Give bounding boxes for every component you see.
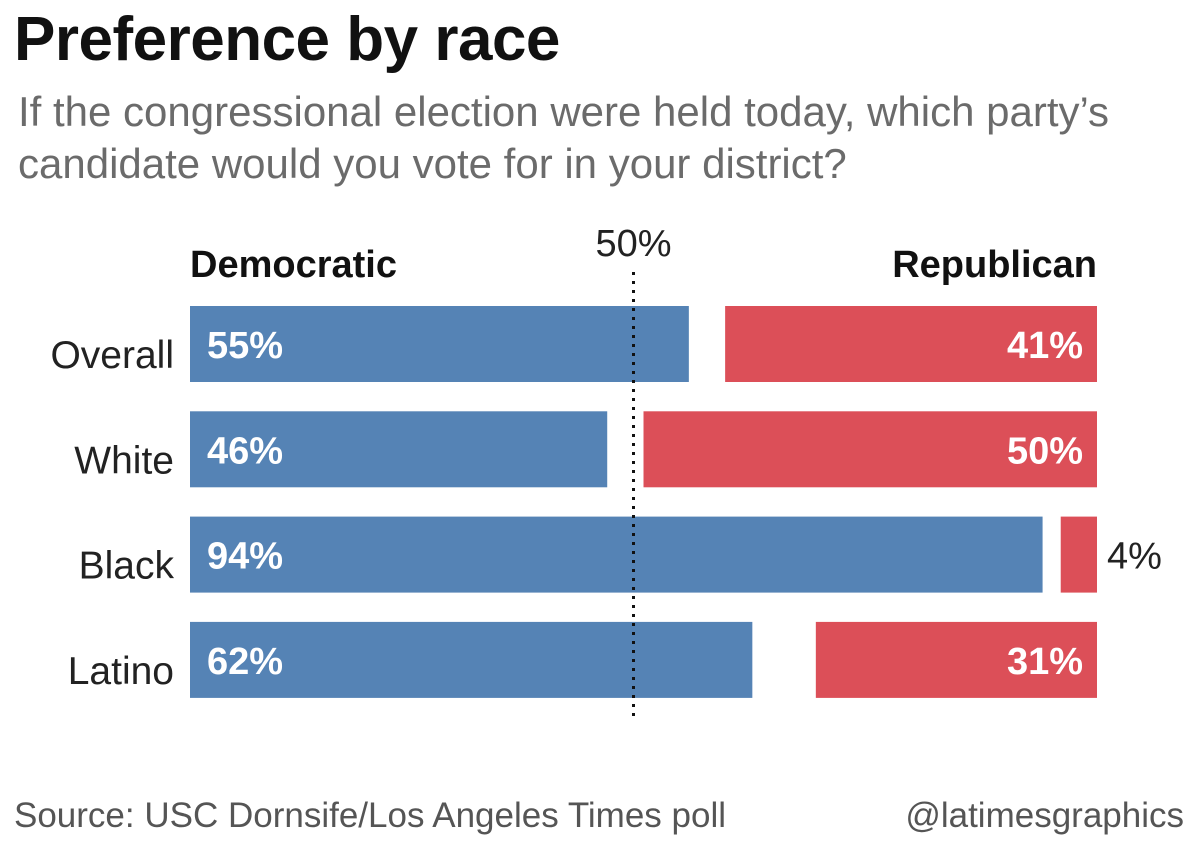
legend-republican: Republican — [892, 244, 1097, 286]
bar-democratic-black — [190, 516, 1043, 593]
value-label-republican-white: 50% — [1007, 430, 1083, 472]
value-label-democratic-black: 94% — [207, 536, 283, 578]
value-label-democratic-overall: 55% — [207, 325, 283, 367]
category-label-latino: Latino — [68, 650, 174, 693]
chart-title: Preference by race — [14, 5, 560, 74]
value-label-republican-black: 4% — [1107, 536, 1162, 578]
value-label-republican-overall: 41% — [1007, 325, 1083, 367]
category-label-white: White — [74, 439, 174, 482]
chart-subtitle: If the congressional election were held … — [18, 88, 1110, 187]
bar-democratic-overall — [190, 306, 689, 382]
bar-democratic-white — [190, 411, 608, 488]
bar-republican-white — [643, 411, 1097, 488]
value-label-democratic-white: 46% — [207, 430, 283, 472]
bar-republican-overall — [725, 306, 1097, 382]
credit-handle: @latimesgraphics — [905, 796, 1184, 835]
category-label-overall: Overall — [50, 334, 174, 377]
source-note: Source: USC Dornsife/Los Angeles Times p… — [14, 796, 726, 835]
legend-democratic: Democratic — [190, 244, 397, 286]
bar-republican-black — [1060, 516, 1097, 593]
reference-line-label: 50% — [595, 223, 671, 265]
value-label-republican-latino: 31% — [1007, 641, 1083, 683]
bar-republican-latino — [815, 621, 1097, 698]
diverging-bar-chart: Democratic Republican Overall 55% 41% White 46… — [50, 223, 1162, 718]
value-label-democratic-latino: 62% — [207, 641, 283, 683]
category-label-black: Black — [79, 545, 175, 588]
bar-democratic-latino — [190, 621, 753, 698]
